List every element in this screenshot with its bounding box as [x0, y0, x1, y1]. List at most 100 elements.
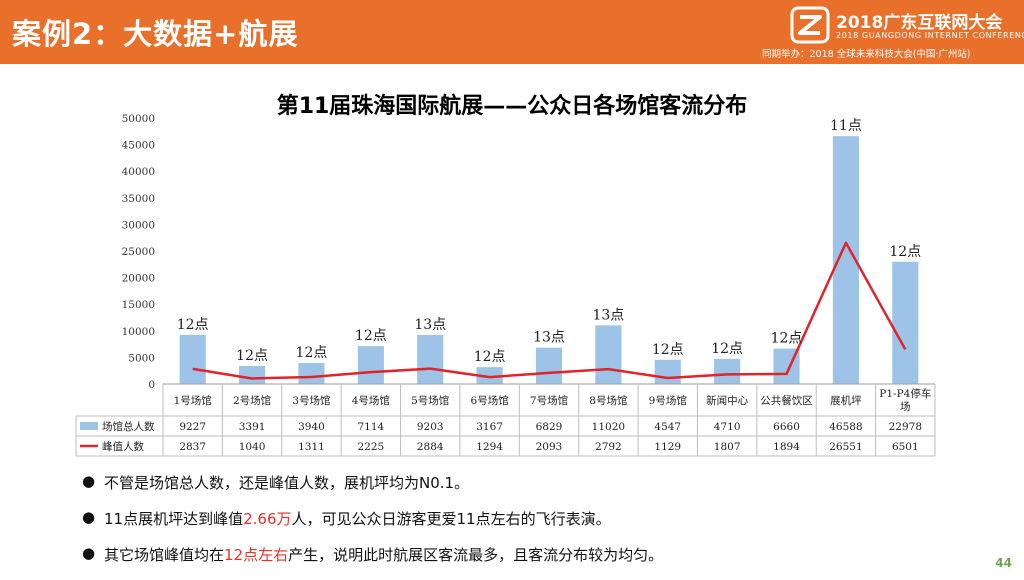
bar [417, 335, 444, 384]
legend-label: 峰值人数 [102, 440, 144, 453]
peak-time-label: 12点 [355, 328, 387, 344]
category-label: 9号场馆 [649, 394, 687, 407]
bar [535, 347, 563, 384]
legend-label: 场馆总人数 [102, 420, 155, 433]
category-label: 4号场馆 [352, 394, 390, 407]
bar [298, 363, 325, 384]
takeaway-item: ● 其它场馆峰值均在12点左右产生，说明此时航展区客流最多，且客流分布较为均匀。 [80, 544, 663, 580]
table-cell-peak: 2884 [417, 441, 444, 453]
table-cell-peak: 2093 [536, 441, 563, 453]
bar [179, 334, 206, 384]
table-cell-peak: 1294 [476, 441, 503, 453]
takeaway-highlight: 2.66万 [243, 510, 292, 528]
peak-time-label: 12点 [177, 317, 209, 333]
slide-title: 案例2：大数据+航展 [12, 17, 299, 51]
table-cell-total: 6660 [773, 421, 800, 433]
table-cell-peak: 2792 [595, 441, 622, 453]
bullet-icon: ● [82, 544, 96, 562]
table-cell-peak: 1040 [239, 441, 266, 453]
y-tick-label: 25000 [122, 246, 155, 258]
peak-time-label: 12点 [296, 345, 328, 361]
category-label: 2号场馆 [233, 394, 271, 407]
table-cell-total: 3167 [476, 421, 503, 433]
table-cell-peak: 1807 [714, 441, 741, 453]
takeaway-text: 产生，说明此时航展区客流最多，且客流分布较为均匀。 [288, 546, 664, 564]
visitor-flow-chart: 0 5000 10000 15000 20000 25000 30000 35000 40000… [75, 113, 936, 457]
takeaway-text: 不管是场馆总人数，还是峰值人数，展机坪均为N0.1。 [104, 474, 470, 492]
peak-time-label: 12点 [652, 342, 684, 358]
peak-time-label: 13点 [414, 317, 446, 333]
bar [892, 261, 919, 384]
conference-logo: 2018广东互联网大会 2018 GUANGDONG INTERNET CONF… [762, 6, 1024, 60]
table-cell-total: 3940 [298, 421, 325, 433]
conference-english-name: 2018 GUANGDONG INTERNET CONFERENCE [836, 31, 1024, 40]
bullet-icon: ● [82, 472, 96, 490]
peak-time-label: 12点 [889, 244, 921, 260]
table-cell-total: 22978 [889, 421, 922, 433]
bullet-icon: ● [82, 508, 96, 526]
table-cell-total: 4547 [654, 421, 681, 433]
table-cell-total: 7114 [357, 421, 384, 433]
takeaway-text: 其它场馆峰值均在 [104, 546, 225, 564]
category-label: 展机坪 [830, 394, 862, 407]
y-tick-label: 15000 [122, 299, 155, 311]
table-cell-total: 4710 [714, 421, 741, 433]
bar [654, 359, 681, 384]
table-cell-total: 9203 [417, 421, 444, 433]
bar [239, 365, 266, 384]
category-label: 3号场馆 [292, 394, 330, 407]
y-tick-label: 30000 [122, 219, 155, 231]
legend-key-total [80, 422, 98, 430]
y-tick-label: 40000 [122, 166, 155, 178]
category-label: 8号场馆 [589, 394, 627, 407]
table-cell-total: 3391 [239, 421, 266, 433]
slide-header: 案例2：大数据+航展 2018广东互联网大会 2018 GUANGDONG IN… [0, 0, 1024, 64]
category-label: 7号场馆 [530, 394, 568, 407]
category-label: 1号场馆 [174, 394, 212, 407]
y-tick-label: 50000 [122, 113, 155, 125]
bar [714, 358, 741, 384]
table-cell-total: 6829 [536, 421, 563, 433]
chart-title: 第11届珠海国际航展——公众日各场馆客流分布 [276, 94, 748, 119]
y-tick-label: 20000 [122, 273, 155, 285]
table-cell-peak: 26551 [829, 441, 862, 453]
co-host-note: 同期举办：2018 全球未来科技大会(中国·广州站) [762, 49, 971, 60]
table-cell-peak: 2225 [357, 441, 384, 453]
y-tick-label: 35000 [122, 193, 155, 205]
category-label: 5号场馆 [411, 394, 449, 407]
table-cell-total: 46588 [829, 421, 862, 433]
y-tick-label: 45000 [122, 140, 155, 152]
table-cell-total: 11020 [592, 421, 625, 433]
takeaway-text: 人，可见公众日游客更爱11点左右的飞行表演。 [291, 510, 611, 528]
category-label: P1-P4停车场 [879, 387, 931, 413]
y-tick-label: 10000 [122, 326, 155, 338]
table-cell-total: 9227 [179, 421, 206, 433]
bar [357, 346, 384, 384]
bar [476, 367, 503, 384]
peak-time-label: 12点 [711, 341, 743, 357]
peak-time-label: 13点 [592, 307, 624, 323]
table-cell-peak: 1894 [773, 441, 800, 453]
table-cell-peak: 1311 [298, 441, 325, 453]
peak-time-label: 12点 [474, 349, 506, 365]
category-label: 6号场馆 [471, 394, 509, 407]
y-tick-label: 0 [148, 379, 155, 391]
table-cell-peak: 2837 [179, 441, 206, 453]
table-cell-peak: 6501 [892, 441, 919, 453]
takeaway-highlight: 12点左右 [224, 546, 289, 564]
takeaway-item: ● 11点展机坪达到峰值2.66万人，可见公众日游客更爱11点左右的飞行表演。 [80, 508, 663, 544]
table-cell-peak: 1129 [654, 441, 681, 453]
category-label: 新闻中心 [706, 394, 748, 407]
peak-time-label: 12点 [771, 331, 803, 347]
bar [595, 325, 622, 384]
peak-time-label: 13点 [533, 330, 565, 346]
conference-name: 2018广东互联网大会 [836, 13, 1003, 33]
conference-logo-icon [790, 6, 830, 44]
category-label: 公共餐饮区 [760, 394, 813, 407]
y-tick-label: 5000 [128, 352, 155, 364]
peak-time-label: 12点 [236, 348, 268, 364]
page-number: 44 [995, 556, 1012, 570]
peak-series-line [192, 241, 907, 380]
peak-time-label: 11点 [830, 118, 862, 134]
takeaway-list: ● 不管是场馆总人数，还是峰值人数，展机坪均为N0.1。 ● 11点展机坪达到峰值2… [80, 472, 663, 580]
